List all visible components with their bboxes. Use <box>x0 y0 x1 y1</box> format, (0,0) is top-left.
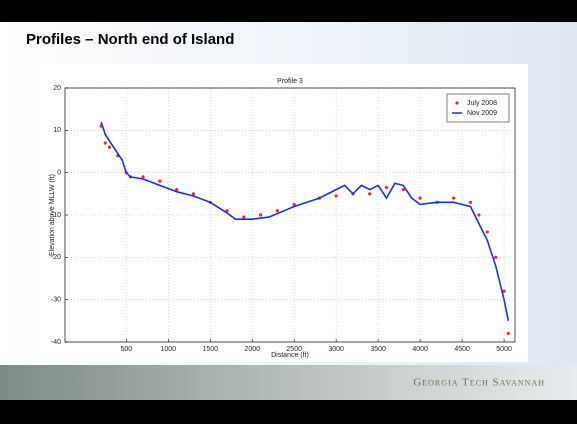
y-tick-label: 20 <box>53 85 61 92</box>
data-point <box>334 194 338 198</box>
data-point <box>452 196 456 200</box>
data-point <box>494 255 498 259</box>
x-tick-label: 3500 <box>370 346 386 353</box>
data-point <box>502 289 506 293</box>
legend-label: July 2008 <box>467 100 497 107</box>
data-point <box>259 213 263 217</box>
slide-title: Profiles – North end of Island <box>26 31 234 48</box>
data-point <box>158 179 162 183</box>
data-point <box>141 175 145 179</box>
chart: Profile 3 Distance (ft) Elevation above ML… <box>49 78 516 359</box>
y-tick-label: -20 <box>51 254 61 261</box>
legend-label: Nov 2009 <box>467 110 497 117</box>
x-tick-label: 3000 <box>328 346 344 353</box>
data-point <box>468 200 473 204</box>
data-point <box>506 331 510 336</box>
y-tick-label: 10 <box>53 127 61 134</box>
y-tick-label: -30 <box>51 297 61 304</box>
data-point <box>384 185 389 190</box>
data-point <box>103 141 107 145</box>
data-point <box>107 145 112 149</box>
x-tick-label: 2000 <box>244 346 260 353</box>
data-point <box>401 188 405 192</box>
y-tick-label: 0 <box>57 170 61 177</box>
x-tick-label: 4500 <box>454 346 470 353</box>
x-tick-label: 5000 <box>496 346 512 353</box>
data-point <box>242 215 246 219</box>
data-point <box>485 230 489 234</box>
x-axis-label: Distance (ft) <box>271 352 309 359</box>
y-tick-label: -40 <box>51 339 61 346</box>
data-point <box>175 188 179 192</box>
chart-title: Profile 3 <box>277 78 303 85</box>
data-line <box>100 121 510 321</box>
x-tick-label: 2500 <box>286 346 302 353</box>
x-tick-label: 500 <box>120 346 132 353</box>
x-tick-label: 4000 <box>412 346 428 353</box>
data-point <box>477 213 481 217</box>
photo-strip <box>0 365 577 400</box>
data-point <box>275 209 280 213</box>
legend-box <box>446 93 510 123</box>
data-point <box>292 202 296 207</box>
data-point <box>418 196 422 200</box>
y-tick-label: -10 <box>51 212 61 219</box>
data-point <box>368 192 372 196</box>
footer: Georgia Tech Savannah <box>413 377 545 389</box>
plot-frame <box>64 87 516 343</box>
y-axis-label: Elevation above MLLW (ft) <box>49 174 56 256</box>
x-tick-label: 1000 <box>160 346 176 353</box>
x-tick-label: 1500 <box>202 346 218 353</box>
data-point <box>191 192 196 196</box>
legend-marker <box>455 101 459 105</box>
